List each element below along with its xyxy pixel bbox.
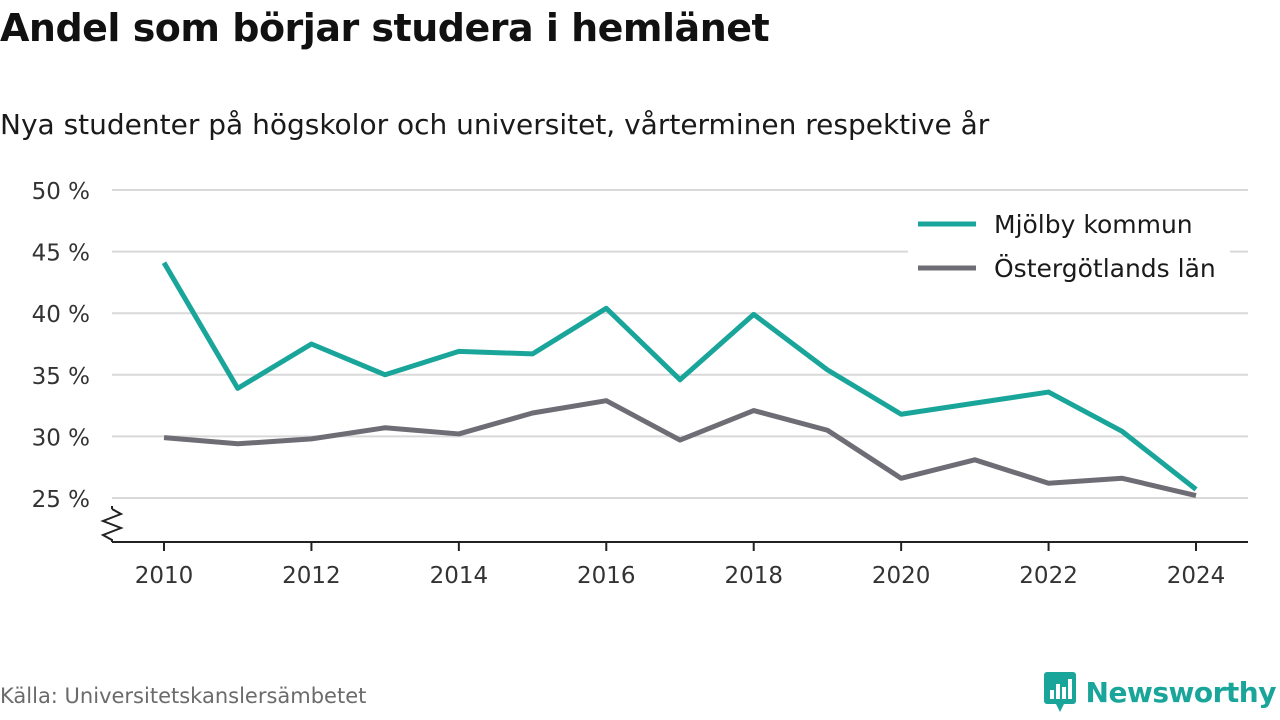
x-tick-label: 2018	[724, 563, 783, 589]
brand-name: Newsworthy	[1085, 675, 1277, 709]
series-line-1	[161, 261, 1198, 492]
y-tick-label: 45 %	[32, 241, 90, 267]
x-tick-label: 2010	[135, 563, 194, 589]
legend-background	[908, 196, 1230, 300]
x-tick-label: 2022	[1019, 563, 1078, 589]
source-note: Källa: Universitetskanslersämbetet	[0, 684, 367, 708]
axes: 25 % 30 % 35 % 40 % 45 % 50 % 2010 2012 2014 2016…	[32, 179, 1248, 589]
y-tick-label: 30 %	[32, 425, 90, 451]
y-tick-label: 50 %	[32, 179, 90, 205]
grid-lines	[112, 189, 1248, 499]
y-axis-break	[100, 508, 124, 542]
x-tick-label: 2020	[872, 563, 931, 589]
y-tick-label: 35 %	[32, 364, 90, 390]
x-tick-label: 2012	[282, 563, 341, 589]
x-tick-label: 2024	[1167, 563, 1226, 589]
x-tick-label: 2014	[430, 563, 489, 589]
legend: Mjölby kommun Östergötlands län	[908, 196, 1230, 300]
newsworthy-logo-icon	[1043, 672, 1076, 712]
series-line-2	[163, 398, 1197, 498]
x-tick-label: 2016	[577, 563, 636, 589]
y-tick-label: 40 %	[32, 302, 90, 328]
legend-label: Östergötlands län	[994, 254, 1216, 283]
chart-subtitle: Nya studenter på högskolor och universit…	[0, 108, 990, 141]
chart-title: Andel som börjar studera i hemlänet	[0, 6, 770, 50]
legend-label: Mjölby kommun	[994, 210, 1193, 239]
brand-logo[interactable]: Newsworthy	[1042, 670, 1277, 714]
y-tick-label: 25 %	[32, 487, 90, 513]
series-lines	[161, 261, 1198, 498]
